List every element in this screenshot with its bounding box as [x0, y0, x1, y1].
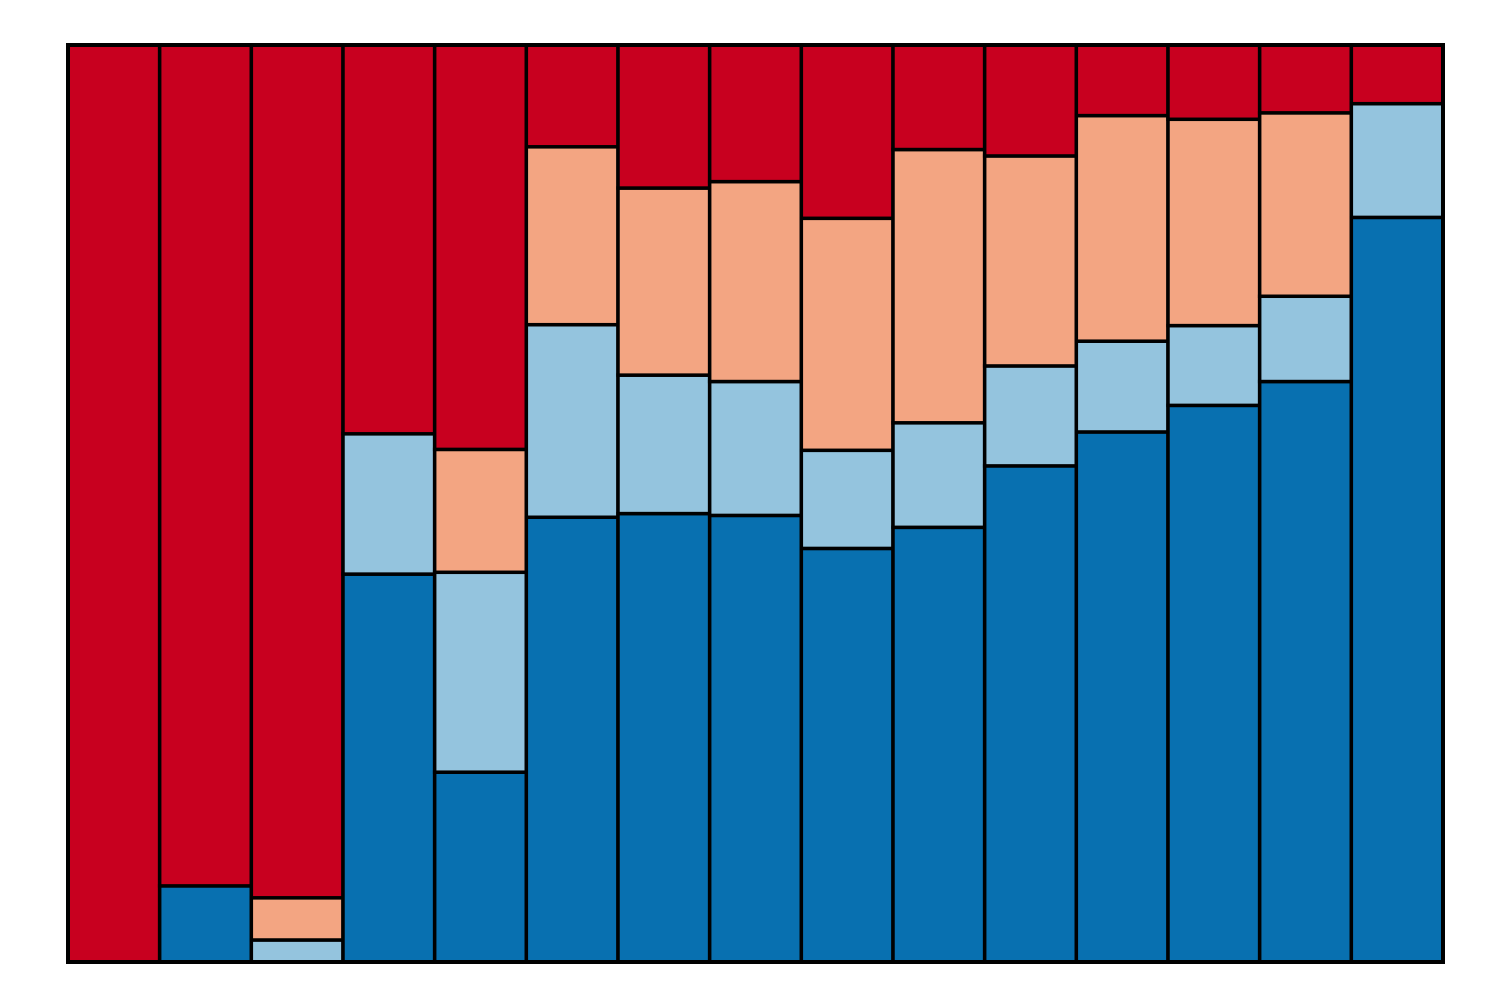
bar-segment-5-series-2: [432, 570, 529, 774]
bar-segment-10-series-4: [891, 43, 987, 152]
bar-segment-5-series-4: [432, 43, 529, 452]
bar-segment-9-series-1: [799, 546, 895, 964]
bar-segment-10-series-3: [891, 147, 987, 425]
bar-segment-14-series-4: [1257, 43, 1354, 115]
bar-segment-10-series-1: [891, 525, 987, 964]
bar-segment-3-series-4: [249, 43, 345, 900]
bar-segment-7-series-4: [616, 43, 712, 190]
bar-segment-9-series-3: [799, 216, 895, 453]
bar-segment-2-series-1: [157, 884, 254, 964]
bar-segment-14-series-2: [1257, 294, 1354, 384]
bar-segment-15-series-1: [1349, 215, 1445, 964]
bar-segment-5-series-1: [432, 770, 529, 964]
bar-segment-6-series-2: [524, 322, 620, 520]
bar-segment-6-series-4: [524, 43, 620, 149]
bar-segment-14-series-1: [1257, 379, 1354, 964]
bar-segment-9-series-4: [799, 43, 895, 221]
bar-segment-12-series-4: [1074, 43, 1170, 118]
bar-segment-1-series-4: [66, 43, 162, 964]
bar-segment-11-series-4: [982, 43, 1079, 158]
bar-segment-7-series-1: [616, 511, 712, 964]
bar-segment-11-series-2: [982, 364, 1079, 468]
bar-segment-3-series-3: [249, 896, 345, 942]
bar-segment-2-series-4: [157, 43, 254, 888]
bar-segment-14-series-3: [1257, 111, 1354, 299]
bar-segment-8-series-4: [707, 43, 804, 184]
bar-segment-6-series-1: [524, 515, 620, 964]
bar-segment-9-series-2: [799, 448, 895, 551]
bar-segment-10-series-2: [891, 421, 987, 530]
bar-segment-12-series-1: [1074, 430, 1170, 964]
bar-segment-12-series-3: [1074, 113, 1170, 343]
bar-segment-6-series-3: [524, 145, 620, 327]
bar-segment-7-series-2: [616, 373, 712, 516]
bar-segment-13-series-3: [1166, 117, 1262, 328]
bar-segment-8-series-3: [707, 179, 804, 384]
bar-segment-15-series-2: [1349, 101, 1445, 220]
bar-segment-8-series-2: [707, 379, 804, 518]
bar-segment-4-series-2: [341, 432, 437, 576]
bar-segment-5-series-3: [432, 447, 529, 575]
bar-segment-15-series-4: [1349, 43, 1445, 106]
bar-segment-13-series-1: [1166, 403, 1262, 964]
bar-segment-13-series-2: [1166, 323, 1262, 408]
bar-segment-12-series-2: [1074, 339, 1170, 434]
plot-frame: [66, 43, 1445, 964]
bar-segment-13-series-4: [1166, 43, 1262, 122]
bar-segment-8-series-1: [707, 513, 804, 964]
bar-segment-3-series-2: [249, 938, 345, 964]
bar-segment-11-series-3: [982, 154, 1079, 368]
bar-segment-7-series-3: [616, 186, 712, 377]
bar-segment-4-series-1: [341, 572, 437, 964]
bar-segment-4-series-4: [341, 43, 437, 436]
bars-layer: [66, 43, 1445, 964]
bar-segment-11-series-1: [982, 464, 1079, 964]
